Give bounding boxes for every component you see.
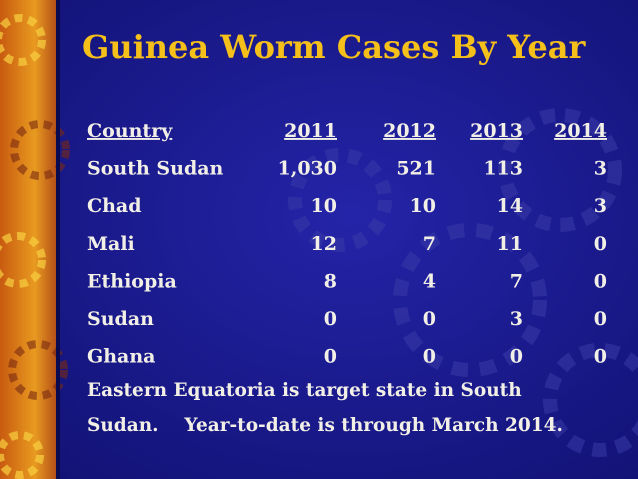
- footnote-line: Sudan. Year-to-date is through March 201…: [87, 415, 563, 436]
- footnote: Eastern Equatoria is target state in Sou…: [87, 380, 563, 436]
- table-cell: 0: [594, 233, 607, 255]
- header-cell: 2011: [284, 120, 337, 142]
- header-cell: 2013: [470, 120, 523, 142]
- table-cell: 521: [396, 158, 436, 180]
- table-cell: 0: [510, 346, 523, 368]
- left-strip: [0, 0, 70, 479]
- table: Country 2011 2012 2013 2014 South Sudan 1,030 5…: [87, 120, 607, 368]
- table-cell: Ethiopia: [87, 270, 177, 292]
- table-cell: 7: [423, 233, 436, 255]
- table-cell: 7: [510, 270, 523, 292]
- table-cell: 11: [497, 233, 523, 255]
- header-cell: 2014: [554, 120, 607, 142]
- footnote-line: Eastern Equatoria is target state in Sou…: [87, 380, 522, 401]
- table-cell: Mali: [87, 233, 135, 255]
- table-cell: 113: [483, 158, 523, 180]
- table-cell: 0: [594, 270, 607, 292]
- header-cell: Country: [87, 120, 173, 142]
- table-cell: 0: [594, 346, 607, 368]
- table-cell: 8: [324, 270, 337, 292]
- slide-title: Guinea Worm Cases By Year: [82, 28, 586, 66]
- table-cell: Chad: [87, 195, 142, 217]
- table-cell: 10: [410, 195, 436, 217]
- background-gears: [288, 108, 638, 457]
- table-cell: 1,030: [278, 158, 338, 180]
- table-cell: 0: [324, 308, 337, 330]
- table-cell: 10: [311, 195, 337, 217]
- table-cell: South Sudan: [87, 158, 224, 180]
- table-cell: 0: [594, 308, 607, 330]
- table-cell: 14: [497, 195, 523, 217]
- table-cell: 0: [423, 346, 436, 368]
- table-cell: 12: [311, 233, 337, 255]
- header-cell: 2012: [383, 120, 436, 142]
- table-cell: 3: [594, 195, 607, 217]
- table-cell: Sudan: [87, 308, 154, 330]
- table-cell: 3: [594, 158, 607, 180]
- table-cell: 0: [324, 346, 337, 368]
- table-cell: 4: [423, 270, 436, 292]
- table-cell: 0: [423, 308, 436, 330]
- table-cell: 3: [510, 308, 523, 330]
- table-cell: Ghana: [87, 346, 155, 368]
